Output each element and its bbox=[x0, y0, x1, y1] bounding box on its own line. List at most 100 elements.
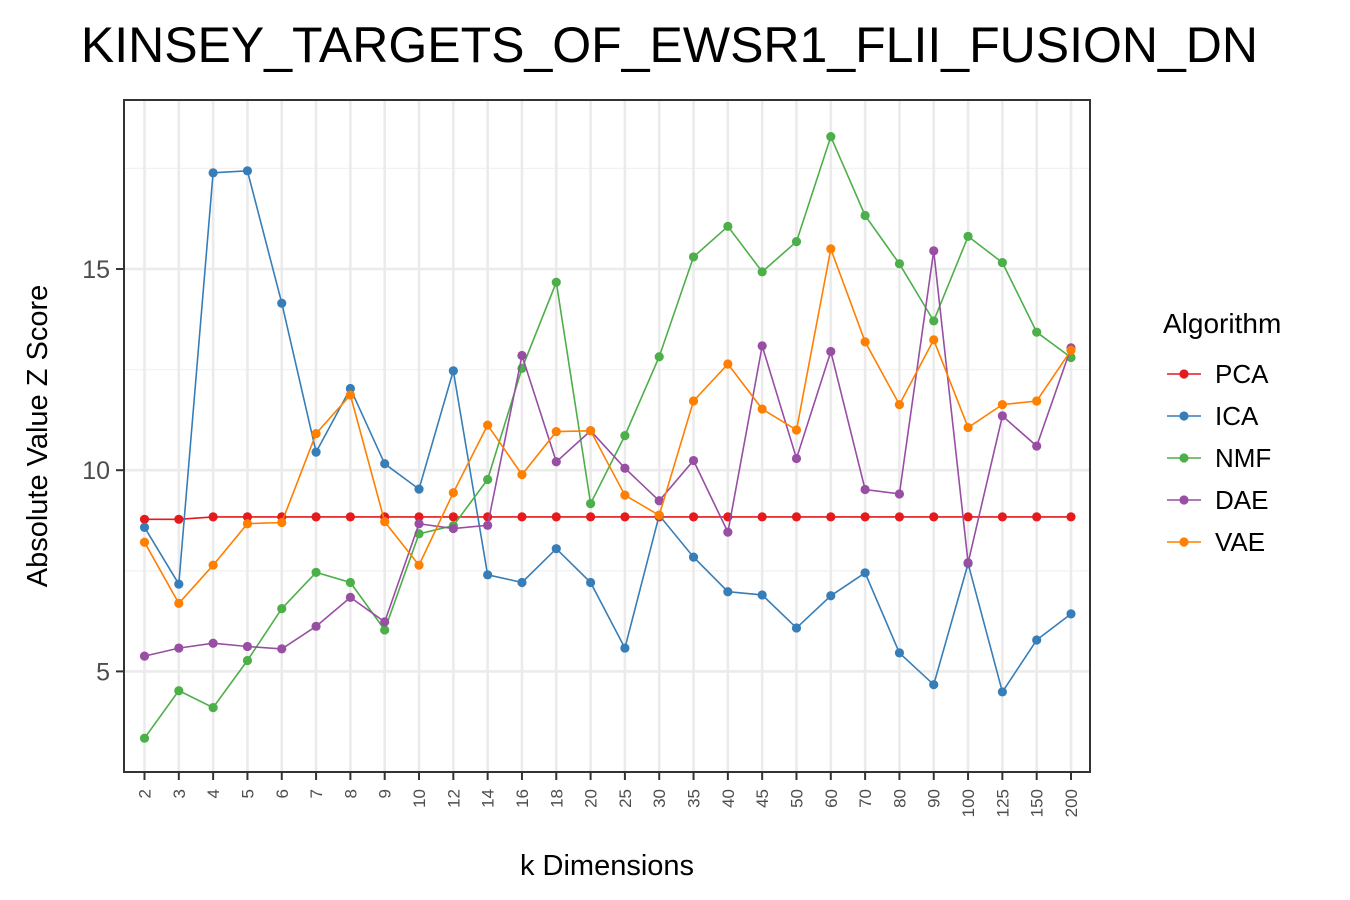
series-line-nmf bbox=[143, 134, 1072, 739]
data-point-nmf bbox=[791, 237, 802, 247]
data-point-ica bbox=[174, 579, 184, 589]
series-line-vae bbox=[143, 245, 1072, 605]
data-point-nmf bbox=[277, 604, 287, 614]
data-point-dae bbox=[277, 644, 287, 654]
legend: Algorithm PCA ICA NMF DAE VAE bbox=[1163, 308, 1281, 557]
data-point-nmf bbox=[620, 430, 630, 441]
data-point-nmf bbox=[242, 655, 253, 666]
x-tick-label: 150 bbox=[1028, 789, 1047, 817]
data-point-ica bbox=[688, 552, 699, 562]
data-point-vae bbox=[620, 490, 630, 500]
x-tick-label: 70 bbox=[856, 789, 875, 808]
data-point-ica bbox=[620, 643, 630, 653]
data-point-dae bbox=[311, 621, 321, 631]
data-point-nmf bbox=[380, 625, 390, 635]
data-point-ica bbox=[860, 568, 870, 578]
data-point-ica bbox=[826, 591, 836, 601]
grid-major bbox=[124, 100, 1090, 772]
legend-key-point-vae bbox=[1179, 537, 1189, 547]
data-point-dae bbox=[929, 246, 939, 256]
data-point-pca bbox=[345, 512, 355, 522]
x-tick-label: 50 bbox=[787, 789, 806, 808]
legend-label-vae: VAE bbox=[1215, 527, 1265, 557]
data-point-vae bbox=[311, 428, 321, 439]
data-point-dae bbox=[414, 519, 424, 529]
data-point-vae bbox=[414, 560, 424, 570]
data-point-ica bbox=[208, 168, 218, 178]
data-point-dae bbox=[894, 489, 905, 499]
data-point-pca bbox=[963, 512, 973, 522]
data-point-nmf bbox=[826, 132, 836, 142]
data-point-dae bbox=[791, 453, 802, 464]
data-point-pca bbox=[929, 512, 939, 522]
data-point-dae bbox=[860, 484, 870, 495]
x-tick-label: 45 bbox=[753, 789, 772, 808]
series-layer bbox=[139, 132, 1076, 743]
data-point-pca bbox=[208, 512, 218, 522]
data-point-vae bbox=[929, 335, 939, 345]
legend-label-ica: ICA bbox=[1215, 401, 1259, 431]
data-point-ica bbox=[791, 623, 802, 633]
data-point-dae bbox=[380, 617, 390, 627]
data-point-dae bbox=[208, 638, 218, 648]
data-point-vae bbox=[174, 598, 184, 608]
data-point-dae bbox=[242, 641, 253, 652]
legend-key-point-dae bbox=[1179, 495, 1189, 505]
data-point-dae bbox=[723, 527, 733, 537]
data-point-nmf bbox=[894, 259, 905, 269]
data-point-ica bbox=[380, 459, 390, 469]
data-point-dae bbox=[139, 651, 150, 661]
data-point-vae bbox=[826, 244, 836, 254]
x-tick-label: 200 bbox=[1062, 789, 1081, 817]
data-point-ica bbox=[414, 484, 424, 494]
data-point-dae bbox=[826, 346, 836, 357]
data-point-ica bbox=[585, 577, 596, 588]
data-point-pca bbox=[448, 512, 458, 522]
data-point-dae bbox=[551, 457, 561, 467]
data-point-pca bbox=[174, 514, 184, 524]
data-point-ica bbox=[139, 522, 150, 532]
series-line-ica bbox=[143, 169, 1072, 694]
data-point-pca bbox=[860, 512, 870, 522]
data-point-vae bbox=[894, 400, 905, 410]
data-point-pca bbox=[791, 512, 802, 522]
data-point-nmf bbox=[757, 267, 767, 277]
x-tick-label: 40 bbox=[719, 789, 738, 808]
chart-title: KINSEY_TARGETS_OF_EWSR1_FLII_FUSION_DN bbox=[0, 10, 1350, 80]
data-point-dae bbox=[963, 558, 973, 568]
data-point-nmf bbox=[1032, 327, 1042, 337]
series-line-pca bbox=[144, 516, 1071, 521]
x-tick-label: 60 bbox=[822, 789, 841, 808]
data-point-nmf bbox=[585, 499, 596, 509]
data-point-nmf bbox=[311, 567, 321, 578]
data-point-nmf bbox=[963, 231, 973, 242]
data-point-nmf bbox=[208, 703, 218, 713]
legend-label-dae: DAE bbox=[1215, 485, 1268, 515]
data-point-vae bbox=[517, 470, 527, 480]
x-tick-label: 20 bbox=[582, 789, 601, 808]
data-point-nmf bbox=[654, 352, 664, 362]
data-point-ica bbox=[1032, 635, 1042, 645]
x-axis: 2 3 4 5 6 7 8 9 10 12 14 16 18 20 25 30 35 40 45 50 60 70 80 90… bbox=[136, 772, 1081, 817]
data-point-vae bbox=[688, 396, 699, 406]
x-tick-label: 5 bbox=[238, 789, 257, 798]
x-axis-title: k Dimensions bbox=[520, 850, 694, 882]
data-point-ica bbox=[448, 366, 458, 376]
data-point-nmf bbox=[551, 277, 561, 287]
x-tick-label: 35 bbox=[685, 789, 704, 808]
data-point-ica bbox=[277, 298, 287, 308]
y-axis: 5 10 15 bbox=[82, 256, 124, 686]
x-tick-label: 12 bbox=[444, 789, 463, 808]
x-tick-label: 4 bbox=[204, 789, 223, 798]
chart-title-text: KINSEY_TARGETS_OF_EWSR1_FLII_FUSION_DN bbox=[80, 17, 1258, 73]
data-point-ica bbox=[311, 447, 321, 457]
data-point-dae bbox=[620, 463, 630, 473]
data-point-ica bbox=[894, 648, 905, 658]
data-point-nmf bbox=[997, 257, 1007, 268]
y-tick-label: 10 bbox=[82, 457, 110, 485]
data-point-dae bbox=[1032, 441, 1042, 451]
data-point-vae bbox=[1066, 345, 1076, 355]
data-point-ica bbox=[242, 166, 253, 176]
data-point-pca bbox=[620, 512, 630, 522]
data-point-ica bbox=[345, 383, 355, 394]
